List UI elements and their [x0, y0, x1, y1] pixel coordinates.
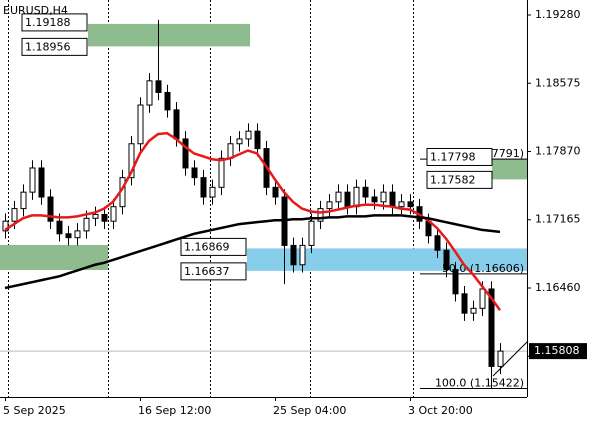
- x-tick-label: 25 Sep 04:00: [273, 404, 346, 417]
- candle-body: [20, 191, 27, 210]
- candle-body: [272, 186, 279, 198]
- price-label: 1.15808: [534, 344, 580, 357]
- y-tick-label: 1.17870: [535, 145, 581, 158]
- x-tick-label: 3 Oct 20:00: [408, 404, 473, 417]
- candle-body: [452, 269, 459, 295]
- price-box: [529, 343, 587, 360]
- candle-body: [200, 177, 207, 198]
- zone-label: 1.19188: [25, 16, 71, 29]
- candle-body: [326, 201, 333, 210]
- candle-body: [443, 249, 450, 271]
- candle-body: [470, 307, 477, 314]
- candle-body: [173, 109, 180, 140]
- x-tick-label: 5 Sep 2025: [3, 404, 66, 417]
- candle-body: [344, 191, 351, 208]
- candle-body: [38, 167, 45, 198]
- candle-body: [245, 130, 252, 140]
- candle-body: [218, 157, 225, 188]
- candle-body: [398, 201, 405, 208]
- candle-body: [155, 80, 162, 93]
- zone-label-box: [180, 262, 247, 281]
- x-tick-label: 16 Sep 12:00: [138, 404, 211, 417]
- candle-body: [110, 206, 117, 222]
- candle-body: [209, 186, 216, 198]
- candle-body: [308, 220, 315, 246]
- candle-body: [74, 230, 81, 239]
- candle-body: [488, 288, 495, 367]
- candle-body: [389, 191, 396, 208]
- candle-body: [335, 191, 342, 203]
- candle-body: [164, 91, 171, 111]
- candle-body: [128, 143, 135, 179]
- zone-label-box: [426, 170, 493, 189]
- candle-body: [101, 213, 108, 222]
- candle-body: [407, 201, 414, 208]
- zone: [492, 158, 527, 180]
- chart-title: EURUSD,H4: [3, 4, 68, 17]
- zone-label-box: [21, 37, 88, 56]
- candle-body: [461, 293, 468, 314]
- candle-body: [380, 191, 387, 203]
- candle-body: [353, 186, 360, 208]
- candle-body: [191, 167, 198, 179]
- candle-body: [479, 288, 486, 309]
- candle-body: [254, 130, 261, 150]
- fib-trendline: [492, 341, 528, 377]
- candle-body: [2, 220, 9, 232]
- zone-label: 1.16869: [184, 240, 230, 253]
- y-tick-label: 1.18575: [535, 76, 581, 89]
- candle-body: [11, 208, 18, 222]
- fib-label: 50.0 (1.16606): [442, 262, 524, 275]
- ma-line: [4, 214, 501, 290]
- y-tick-label: 1.19280: [535, 8, 581, 21]
- candle-body: [236, 138, 243, 145]
- candle-body: [362, 186, 369, 198]
- zone-label: 1.17582: [430, 173, 476, 186]
- zone-label-box: [21, 13, 88, 32]
- ma-line: [4, 131, 502, 311]
- candle-body: [182, 138, 189, 169]
- zone: [88, 23, 250, 47]
- candle-body: [56, 220, 63, 235]
- zone-label: 1.18956: [25, 40, 71, 53]
- zone-label-box: [426, 147, 493, 166]
- fib-label: 100.0 (1.15422): [435, 376, 524, 389]
- candle-body: [47, 196, 54, 222]
- candle-body: [317, 208, 324, 222]
- candle-body: [146, 80, 153, 106]
- candle-body: [290, 244, 297, 266]
- zone-label: 1.17798: [430, 150, 476, 163]
- zone-label-box: [180, 237, 247, 256]
- candle-body: [434, 235, 441, 251]
- candle-body: [29, 167, 36, 193]
- y-tick-label: 1.16460: [535, 281, 581, 294]
- candle-body: [83, 217, 90, 232]
- candle-body: [137, 104, 144, 145]
- candle-body: [299, 244, 306, 266]
- y-tick-label: 1.17165: [535, 213, 581, 226]
- zone-label: 1.16637: [184, 265, 230, 278]
- candle-body: [92, 213, 99, 219]
- candle-body: [65, 233, 72, 239]
- candle-body: [371, 196, 378, 203]
- candle-body: [497, 350, 504, 367]
